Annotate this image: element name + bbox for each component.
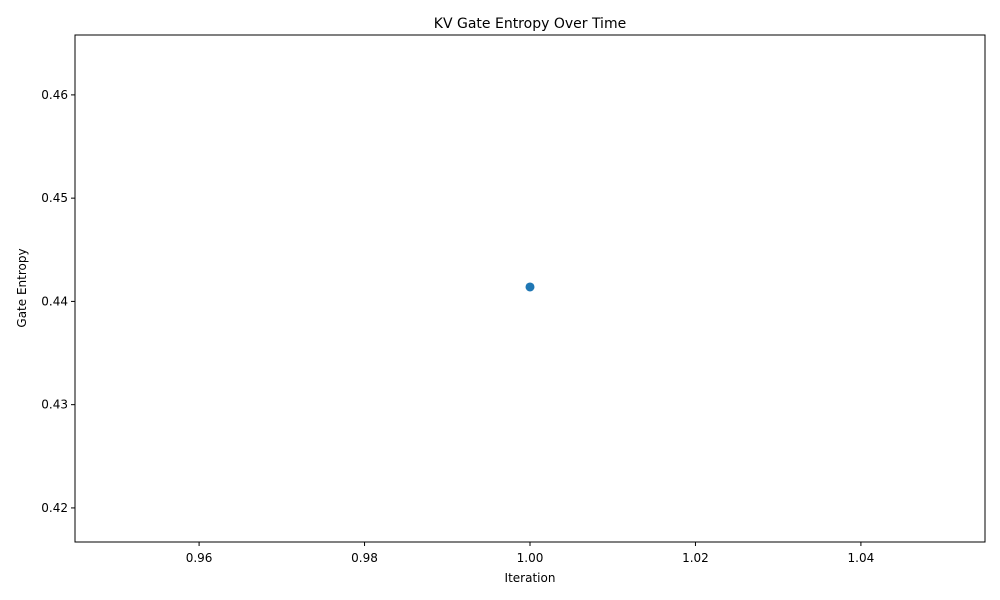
plot-frame [74, 34, 986, 543]
y-tick-label: 0.45 [41, 191, 68, 205]
data-point [525, 282, 535, 292]
x-tick-label: 0.98 [351, 551, 378, 565]
y-axis-label: Gate Entropy [15, 248, 29, 327]
x-tick-label: 1.00 [517, 551, 544, 565]
y-tick-label: 0.46 [41, 88, 68, 102]
chart-title: KV Gate Entropy Over Time [434, 16, 626, 32]
y-tick-label: 0.42 [41, 501, 68, 515]
x-axis-ticks: 0.96 0.98 1.00 1.02 1.04 [186, 542, 875, 565]
x-tick-label: 1.02 [682, 551, 709, 565]
x-tick-label: 0.96 [186, 551, 213, 565]
y-tick-label: 0.44 [41, 294, 68, 308]
y-axis-ticks: 0.42 0.43 0.44 0.45 0.46 [41, 88, 75, 515]
x-tick-label: 1.04 [848, 551, 875, 565]
data-points [525, 282, 535, 292]
x-axis-label: Iteration [505, 571, 556, 585]
y-tick-label: 0.43 [41, 398, 68, 412]
